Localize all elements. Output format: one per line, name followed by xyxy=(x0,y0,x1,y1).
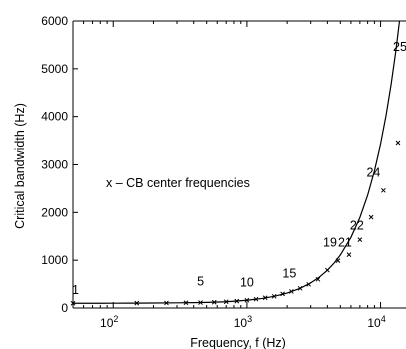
y-tick-label: 2000 xyxy=(41,205,68,219)
x-tick-label: 104 xyxy=(367,314,385,330)
center-frequency-marker xyxy=(325,267,330,273)
y-axis-label: Critical bandwidth (Hz) xyxy=(13,103,27,229)
center-frequency-marker xyxy=(335,258,341,263)
center-frequency-marker xyxy=(315,276,321,282)
critical-bandwidth-line xyxy=(73,21,401,304)
band-label-25: 25 xyxy=(393,40,406,54)
y-tick-label: 4000 xyxy=(41,110,68,124)
center-frequency-marker xyxy=(288,289,294,294)
center-frequency-marker xyxy=(134,300,140,306)
center-frequency-marker xyxy=(211,299,217,305)
center-frequency-markers xyxy=(70,140,401,306)
y-tick-label: 6000 xyxy=(41,14,68,28)
band-label-15: 15 xyxy=(282,266,296,280)
x-tick-label: 102 xyxy=(100,314,118,330)
center-frequency-marker xyxy=(357,237,363,242)
center-frequency-marker xyxy=(183,300,189,306)
center-frequency-marker xyxy=(253,296,259,302)
band-label-19: 19 xyxy=(323,236,337,250)
x-axis-label: Frequency, f (Hz) xyxy=(190,336,286,349)
plot-frame xyxy=(72,20,406,309)
band-label-1: 1 xyxy=(72,283,79,297)
center-frequency-marker xyxy=(223,299,229,305)
axis-ticks: 0 1000 2000 3000 4000 5000 6000 102 103 104 xyxy=(41,14,385,330)
y-tick-label: 0 xyxy=(61,301,68,315)
center-frequency-marker xyxy=(234,298,240,304)
center-frequency-marker xyxy=(297,285,303,291)
y-tick-label: 5000 xyxy=(41,62,68,76)
center-frequency-marker xyxy=(271,293,277,299)
center-frequency-marker xyxy=(262,295,268,301)
center-frequency-marker xyxy=(306,281,312,287)
band-label-22: 22 xyxy=(350,219,364,233)
center-frequency-marker xyxy=(395,140,401,146)
band-label-10: 10 xyxy=(240,275,254,289)
x-tick-label: 103 xyxy=(234,314,252,330)
center-frequency-marker xyxy=(368,214,374,220)
chart-annotation: x – CB center frequencies xyxy=(106,176,250,190)
data-curve xyxy=(73,21,401,304)
center-frequency-marker xyxy=(381,187,386,193)
band-label-24: 24 xyxy=(366,165,380,179)
y-tick-label: 1000 xyxy=(41,253,68,267)
center-frequency-marker xyxy=(280,291,285,297)
center-frequency-marker xyxy=(198,300,203,305)
band-label-5: 5 xyxy=(197,275,204,289)
center-frequency-marker xyxy=(70,300,76,306)
center-frequency-marker xyxy=(346,252,352,258)
center-frequency-marker xyxy=(244,297,250,303)
center-frequency-marker xyxy=(164,300,169,306)
band-label-21: 21 xyxy=(338,236,352,250)
y-tick-label: 3000 xyxy=(41,158,68,172)
